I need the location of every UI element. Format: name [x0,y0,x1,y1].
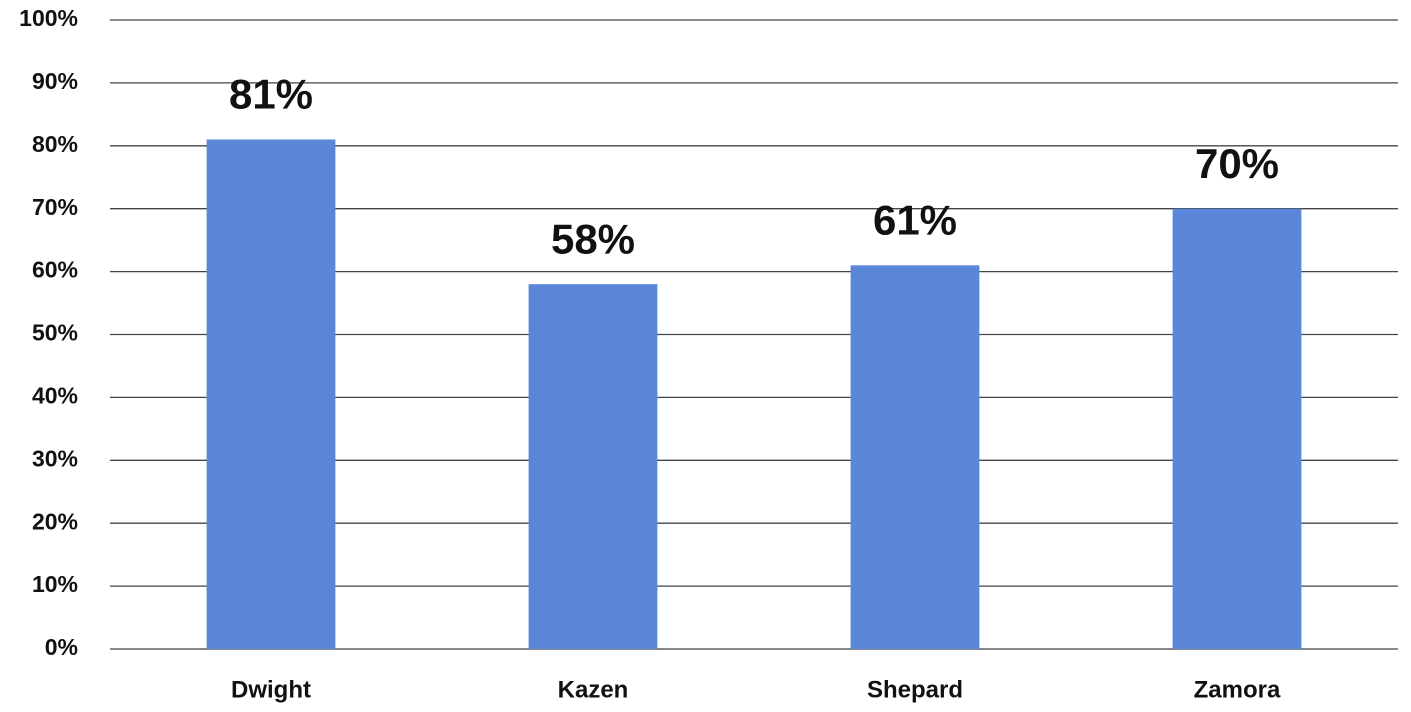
y-tick-label: 50% [32,320,78,346]
y-tick-label: 90% [32,68,78,94]
y-tick-label: 100% [19,5,78,31]
y-tick-label: 30% [32,445,78,471]
bar [528,284,658,649]
value-label: 61% [873,196,957,243]
value-label: 81% [229,71,313,118]
y-tick-label: 80% [32,131,78,157]
x-tick-label: Dwight [231,676,311,703]
x-tick-label: Zamora [1194,676,1281,703]
bar [850,265,980,649]
y-tick-label: 0% [45,634,78,660]
y-tick-label: 10% [32,571,78,597]
bar [206,139,336,649]
bar [1172,208,1302,649]
value-label: 70% [1195,140,1279,187]
x-tick-label: Kazen [558,676,629,703]
y-tick-label: 70% [32,194,78,220]
y-tick-label: 60% [32,257,78,283]
y-tick-label: 40% [32,382,78,408]
y-tick-label: 20% [32,508,78,534]
x-tick-label: Shepard [867,676,963,703]
value-label: 58% [551,215,635,262]
